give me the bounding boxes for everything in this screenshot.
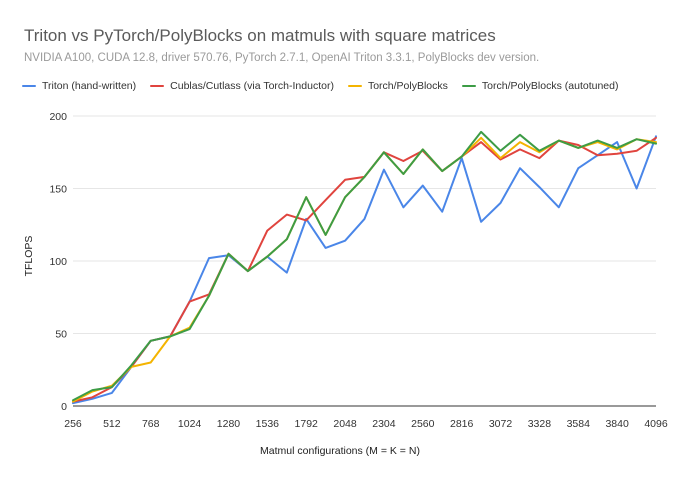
y-tick-label: 100 [49,256,67,268]
x-tick-label: 2816 [450,418,474,430]
x-tick-label: 4096 [644,418,668,430]
legend-swatch-autotuned [461,84,476,88]
x-tick-label: 512 [103,418,121,430]
legend-item-autotuned[interactable]: Torch/PolyBlocks (autotuned) [461,80,619,92]
series-line-autotuned [72,130,657,402]
y-tick-label: 50 [55,329,67,341]
y-tick-label: 150 [49,184,67,196]
x-tick-label: 1024 [178,418,202,430]
chart-subtitle: NVIDIA A100, CUDA 12.8, driver 570.76, P… [24,52,540,64]
x-tick-label: 3584 [567,418,591,430]
x-tick-label: 3328 [528,418,552,430]
legend-item-cublas[interactable]: Cublas/Cutlass (via Torch-Inductor) [150,80,334,92]
legend-label-autotuned: Torch/PolyBlocks (autotuned) [481,80,619,92]
legend-swatch-cublas [150,84,165,88]
y-tick-label: 0 [61,401,67,413]
x-tick-label: 768 [142,418,160,430]
chart-title: Triton vs PyTorch/PolyBlocks on matmuls … [24,26,496,45]
y-tick-label: 200 [49,111,67,123]
y-axis-label: TFLOPS [23,235,35,277]
x-tick-label: 1792 [295,418,319,430]
legend-label-polyblocks: Torch/PolyBlocks [367,80,448,92]
legend-item-triton[interactable]: Triton (hand-written) [22,80,136,92]
legend-swatch-triton [22,84,36,88]
legend-label-triton: Triton (hand-written) [42,80,137,92]
x-tick-label: 256 [64,418,82,430]
legend-label-cublas: Cublas/Cutlass (via Torch-Inductor) [170,80,334,92]
x-tick-label: 2048 [333,418,357,430]
x-tick-label: 3072 [489,418,513,430]
legend: Triton (hand-written) Cublas/Cutlass (vi… [22,80,632,92]
x-axis-label: Matmul configurations (M = K = N) [260,445,420,457]
x-tick-label: 2304 [372,418,396,430]
legend-item-polyblocks[interactable]: Torch/PolyBlocks [347,80,448,92]
x-tick-label: 2560 [411,418,435,430]
x-tick-label: 3840 [605,418,629,430]
x-tick-label: 1536 [256,418,280,430]
legend-swatch-polyblocks [347,84,362,88]
x-tick-label: 1280 [217,418,241,430]
